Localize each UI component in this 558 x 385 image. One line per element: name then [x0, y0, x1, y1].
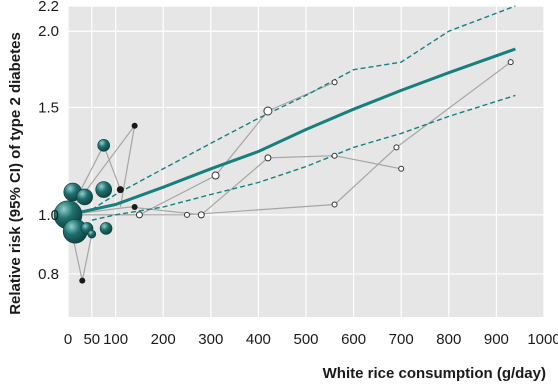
study-bubble [76, 188, 93, 206]
study-bubble [87, 229, 97, 239]
study-bubble [99, 222, 113, 235]
fit-line-group [67, 47, 516, 217]
open-point [211, 171, 220, 180]
x-axis-title: White rice consumption (g/day) [323, 365, 546, 382]
open-point [331, 79, 338, 86]
open-point [507, 59, 514, 66]
x-tick-label: 300 [198, 331, 223, 348]
open-point [135, 211, 143, 219]
open-point [263, 106, 273, 116]
study-point [131, 122, 138, 129]
study-point [116, 186, 124, 194]
y-tick-labels: 0.8 1.0 1.5 2.0 2.2 [38, 0, 59, 283]
y-tick-label: 2.2 [38, 0, 59, 15]
y-tick-label: 0.8 [38, 266, 59, 283]
open-point [331, 152, 338, 159]
x-tick-label: 500 [293, 331, 318, 348]
x-tick-label: 700 [389, 331, 414, 348]
study-point [131, 204, 138, 211]
study-bubble [95, 181, 112, 198]
open-points [135, 59, 514, 219]
open-point [264, 154, 272, 162]
y-tick-label: 2.0 [38, 23, 59, 40]
x-tick-label: 200 [151, 331, 176, 348]
x-tick-label: 600 [341, 331, 366, 348]
x-tick-label: 800 [436, 331, 461, 348]
x-tick-label: 0 [64, 331, 72, 348]
open-point [184, 211, 190, 218]
ci-lower-line [91, 94, 516, 221]
y-tick-label: 1.0 [38, 207, 59, 224]
study-bubbles [53, 122, 138, 284]
x-tick-label: 400 [246, 331, 271, 348]
grid [67, 5, 545, 317]
y-axis-title: Relative risk (95% CI) of type 2 diabete… [7, 32, 24, 315]
x-tick-labels: 0 50 100 200 300 400 500 600 700 800 900 1000 [64, 331, 558, 348]
open-point [393, 144, 400, 151]
study-bubble [97, 139, 110, 152]
confidence-interval-lines [91, 5, 516, 221]
ci-upper-line [91, 5, 516, 211]
fit-line [67, 47, 516, 217]
x-tick-label: 1000 [527, 331, 558, 348]
y-tick-label: 1.5 [38, 99, 59, 116]
study-point [79, 277, 86, 284]
x-tick-label: 50 [83, 331, 100, 348]
study-line [67, 155, 402, 216]
open-point [197, 211, 205, 219]
study-line [68, 61, 512, 216]
open-point [398, 165, 405, 172]
x-tick-label: 100 [103, 331, 128, 348]
open-point [331, 201, 338, 208]
x-tick-label: 900 [484, 331, 509, 348]
